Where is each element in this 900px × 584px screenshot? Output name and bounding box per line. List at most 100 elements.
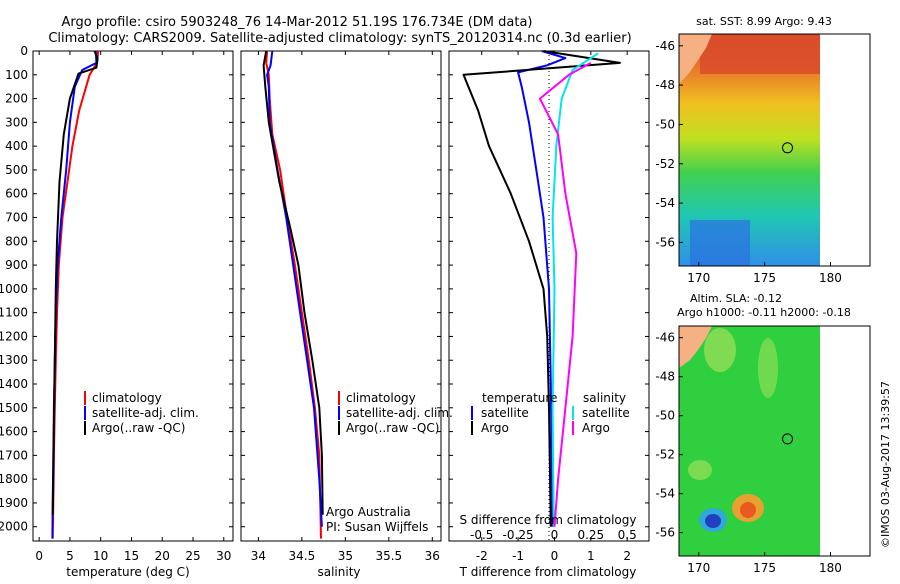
legend-t-argo-label: Argo [481,421,509,435]
depth-tick-label: 900 [5,258,28,272]
sst-argo-position-marker [782,142,793,154]
depth-tick-label: 1400 [0,377,28,391]
map-y-tick-label: -54 [655,487,675,501]
legend-climatology-label: climatology [346,391,416,405]
sst-map-title: sat. SST: 8.99 Argo: 9.43 [696,15,832,28]
salinity-lines [262,50,324,539]
depth-tick-label: 1200 [0,329,28,343]
sla-map-panel: Altim. SLA: -0.12 Argo h1000: -0.11 h200… [655,292,871,575]
sst-empty-region [820,34,870,266]
map-y-tick-label: -50 [655,409,675,423]
x-tick-label: -2 [476,549,488,563]
difference-legend: temperature satellite Argo salinity sate… [471,391,630,435]
series-line-argo [262,50,324,515]
map-y-tick-label: -46 [655,39,675,53]
map-y-tick-label: -48 [655,370,675,384]
x-tick-label: 35.5 [375,549,402,563]
salinity-x-axis: 34 34.5 35 35.5 36 [251,51,440,563]
x-tick-label: 34 [251,549,266,563]
salinity-legend: climatology satellite-adj. clim. Argo(..… [338,391,453,435]
sla-light-patch [704,328,736,372]
sst-warm-band [700,34,820,74]
map-y-tick-label: -56 [655,526,675,540]
map-y-tick-label: -52 [655,157,675,171]
x-tick-label: 35 [338,549,353,563]
depth-tick-label: 700 [5,211,28,225]
map-y-tick-label: -52 [655,448,675,462]
depth-tick-label: 100 [5,68,28,82]
map-y-tick-label: -48 [655,78,675,92]
map-y-tick-label: -54 [655,196,675,210]
sla-empty-region [820,326,870,556]
sla-map-axes: 170 175 180 -46 -48 -50 -52 -54 -56 [655,331,842,575]
s-tick-label: -0.25 [503,528,534,542]
x-tick-label: 15 [124,549,139,563]
depth-tick-label: 1300 [0,353,28,367]
sst-map-panel: sat. SST: 8.99 Argo: 9.43 170 175 180 -46 -4… [655,15,871,285]
legend-satellite-label: satellite-adj. clim. [346,406,453,420]
sla-land-coast [679,326,712,368]
sst-cool-patch [690,220,750,266]
temperature-x-label: temperature (deg C) [66,565,189,579]
difference-lines [462,50,621,527]
x-tick-label: 1 [587,549,595,563]
sst-land-coast [679,34,712,84]
legend-argo-label: Argo(..raw -QC) [92,421,185,435]
legend-salinity-heading: salinity [583,391,626,405]
legend-satellite-label: satellite-adj. clim. [92,406,199,420]
series-line-climatology [51,50,100,539]
copyright-watermark: ©IMOS 03-Aug-2017 13:39:57 [879,381,892,548]
series-line-satellite-adj-clim- [51,50,98,539]
series-line-temperature-argo [462,50,621,527]
map-x-tick-label: 175 [753,561,776,575]
sla-map-frame [678,325,871,557]
legend-s-argo-label: Argo [582,421,610,435]
series-line-temperature-satellite [517,50,567,527]
sla-map-title-1: Altim. SLA: -0.12 [690,292,782,305]
temperature-legend: climatology satellite-adj. clim. Argo(..… [84,391,199,435]
x-tick-label: 36 [425,549,440,563]
t-difference-label: T difference from climatology [459,565,637,579]
depth-tick-label: 1000 [0,282,28,296]
x-tick-label: 5 [66,549,74,563]
depth-tick-label: 1600 [0,425,28,439]
salinity-panel: 34 34.5 35 35.5 36 salinity climatology sate… [240,50,453,579]
legend-argo-label: Argo(..raw -QC) [346,421,439,435]
x-tick-label: 25 [185,549,200,563]
temperature-axes-box [32,50,234,542]
x-tick-label: 10 [93,549,108,563]
x-tick-label: 2 [623,549,631,563]
sla-light-patch [688,460,712,480]
map-y-tick-label: -46 [655,331,675,345]
depth-tick-label: 0 [20,44,28,58]
series-line-argo [51,50,99,515]
difference-panel: -2 -1 0 1 2 -0.5 -0.25 0 0.25 0.5 S difference fr… [448,50,650,579]
depth-tick-label: 200 [5,92,28,106]
sla-light-patch [758,338,778,398]
sst-map-frame [678,33,871,267]
x-tick-label: 0 [551,549,559,563]
s-tick-label: 0.5 [618,528,637,542]
sla-map-title-2: Argo h1000: -0.11 h2000: -0.18 [677,306,851,319]
depth-tick-label: 400 [5,139,28,153]
sla-low-anomaly-core [705,514,721,528]
map-y-tick-label: -50 [655,117,675,131]
depth-tick-label: 1500 [0,401,28,415]
depth-tick-label: 800 [5,234,28,248]
map-y-tick-label: -56 [655,235,675,249]
depth-tick-label: 2000 [0,520,28,534]
x-tick-label: 30 [216,549,231,563]
temperature-panel: 0100200300400500600700800900100011001200… [0,44,649,579]
float-owner: Argo Australia [326,505,411,519]
title-line-1: Argo profile: csiro 5903248_76 14-Mar-20… [62,15,533,30]
legend-s-satellite-label: satellite [582,406,630,420]
depth-tick-label: 1900 [0,496,28,510]
map-x-tick-label: 180 [819,271,842,285]
title-line-2: Climatology: CARS2009. Satellite-adjuste… [48,31,631,46]
legend-t-satellite-label: satellite [481,406,529,420]
s-tick-label: -0.5 [470,528,493,542]
x-tick-label: 20 [155,549,170,563]
temperature-x-axis: 0 5 10 15 20 25 30 [35,51,231,563]
